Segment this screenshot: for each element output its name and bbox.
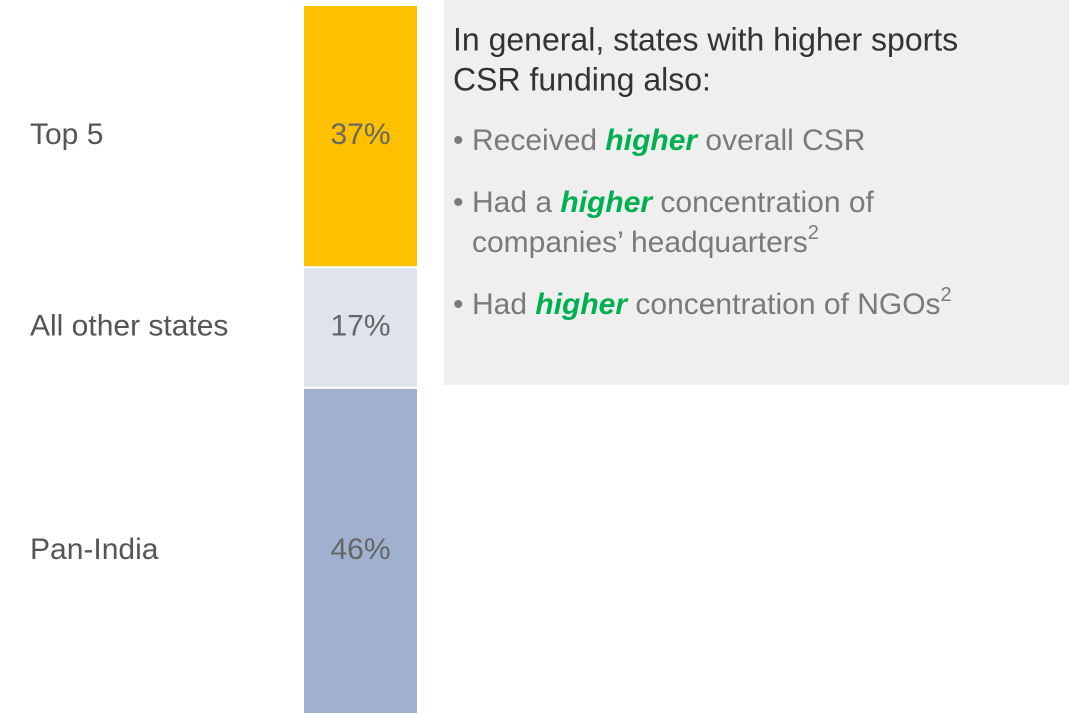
value-label: 46% xyxy=(330,533,390,566)
bullet-marker: • xyxy=(453,186,464,219)
bar-segment xyxy=(302,386,419,714)
bullet-marker: • xyxy=(453,124,464,157)
category-label: Top 5 xyxy=(30,118,103,151)
text-run: 2 xyxy=(808,222,819,244)
text-run: concentration of xyxy=(652,186,874,219)
bullet-text: companies’ headquarters2 xyxy=(472,222,819,259)
bullet-text: Had higher concentration of NGOs2 xyxy=(472,284,952,321)
bar-segment xyxy=(302,266,419,389)
text-run: concentration of NGOs xyxy=(627,288,940,321)
text-run: 2 xyxy=(941,284,952,306)
text-run: Had xyxy=(472,288,535,321)
bullet-marker: • xyxy=(453,288,464,321)
annotation-heading: In general, states with higher sports xyxy=(453,21,958,57)
value-label: 37% xyxy=(330,118,390,151)
bar-segment xyxy=(302,4,419,269)
bullet-text: Had a higher concentration of xyxy=(472,186,875,219)
category-label: Pan-India xyxy=(30,533,159,566)
text-run: Had a xyxy=(472,186,560,219)
text-run: higher xyxy=(560,186,654,219)
annotation-box xyxy=(444,0,1069,385)
annotation-heading: CSR funding also: xyxy=(453,61,711,97)
text-run: higher xyxy=(535,288,629,321)
bullet-text: Received higher overall CSR xyxy=(472,124,865,157)
text-run: overall CSR xyxy=(697,124,865,157)
text-run: Received xyxy=(472,124,605,157)
value-label: 17% xyxy=(330,310,390,343)
text-run: higher xyxy=(605,124,699,157)
category-label: All other states xyxy=(30,310,228,343)
text-run: companies’ headquarters xyxy=(472,226,808,259)
